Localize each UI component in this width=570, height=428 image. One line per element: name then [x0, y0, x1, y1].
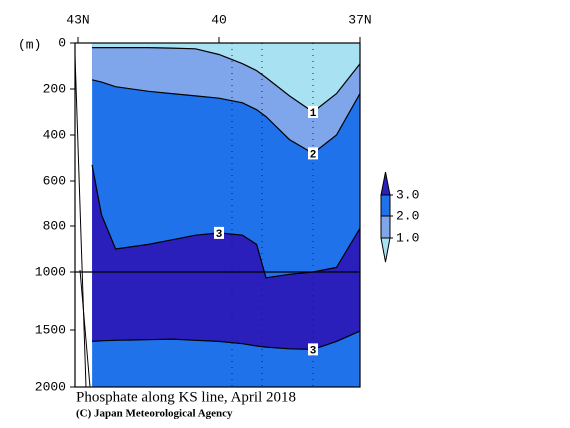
- y-tick-label: 1500: [35, 322, 66, 337]
- plot-frame: [74, 42, 361, 388]
- y-tick-label: 400: [43, 127, 66, 142]
- y-tick-label: 2000: [35, 379, 66, 394]
- y-tick-label: 0: [58, 35, 66, 50]
- x-tick-label: 43N: [66, 12, 89, 27]
- y-tick-label: 600: [43, 173, 66, 188]
- bottom-line: [74, 54, 87, 388]
- colorbar-label: 1.0: [396, 230, 419, 245]
- x-tick-label: 40: [211, 12, 227, 27]
- y-axis-label: (m): [18, 37, 41, 52]
- level-region: [92, 43, 360, 112]
- colorbar-label: 3.0: [396, 187, 419, 202]
- credit: (C) Japan Meteorological Agency: [76, 408, 233, 420]
- contour-label: 2: [310, 149, 317, 161]
- colorbar-band: [380, 194, 391, 217]
- colorbar-label: 2.0: [396, 208, 419, 223]
- y-tick-label: 200: [43, 81, 66, 96]
- x-tick-label: 37N: [348, 12, 371, 27]
- y-tick-label: 1000: [35, 264, 66, 279]
- contour-label: 1: [310, 108, 317, 120]
- colorbar-bottom: [380, 237, 391, 263]
- contour-label: 3: [216, 229, 223, 241]
- contour-label-bg: [308, 106, 318, 118]
- contour-label-bg: [308, 343, 318, 356]
- bottom-line: [79, 269, 91, 388]
- contour-label-bg: [214, 226, 224, 239]
- plot-area: 1 2 3 3: [74, 43, 361, 388]
- colorbar-band: [380, 215, 391, 239]
- y-tick-label: 800: [43, 218, 66, 233]
- contour-label: 3: [310, 345, 317, 357]
- chart-title: Phosphate along KS line, April 2018: [76, 389, 296, 405]
- contour-label-bg: [308, 147, 318, 160]
- level-region: [92, 164, 360, 350]
